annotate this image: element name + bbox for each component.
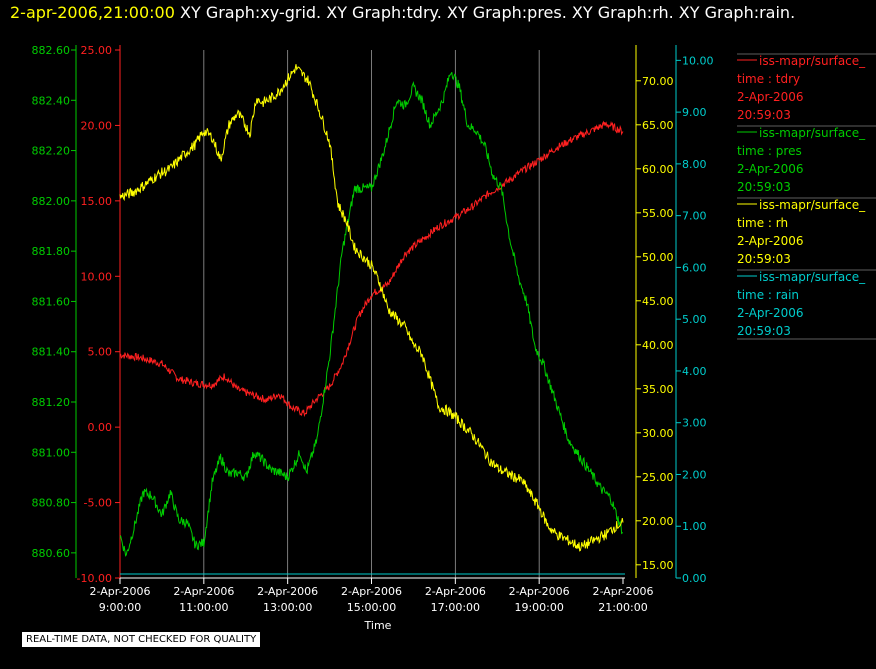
legend-date: 2-Apr-2006 [737, 234, 804, 248]
tick-label-rh: 50.00 [642, 251, 674, 264]
legend-date: 2-Apr-2006 [737, 306, 804, 320]
legend-name: iss-mapr/surface_ [759, 54, 866, 68]
series-line-pres [119, 72, 624, 557]
tick-label-tdry: 0.00 [88, 421, 113, 434]
legend-var: time : tdry [737, 72, 800, 86]
legend-name: iss-mapr/surface_ [759, 198, 866, 212]
tick-label-pres: 880.80 [32, 497, 71, 510]
tick-label-tdry: 10.00 [81, 270, 113, 283]
tick-label-rh: 30.00 [642, 427, 674, 440]
tick-label-pres: 882.60 [32, 44, 71, 57]
window-title: 2-apr-2006,21:00:00 XY Graph:xy-grid. XY… [10, 3, 795, 22]
x-tick-label-date: 2-Apr-2006 [173, 585, 234, 598]
tick-label-rain: 8.00 [682, 158, 707, 171]
tick-label-tdry: 20.00 [81, 119, 113, 132]
tick-label-rain: 6.00 [682, 261, 707, 274]
title-timestamp: 2-apr-2006,21:00:00 [10, 3, 175, 22]
x-tick-label-time: 21:00:00 [598, 601, 647, 614]
legend-time: 20:59:03 [737, 180, 791, 194]
tick-label-rh: 20.00 [642, 515, 674, 528]
legend-var: time : pres [737, 144, 802, 158]
tick-label-rain: 3.00 [682, 417, 707, 430]
tick-label-pres: 882.00 [32, 195, 71, 208]
tick-label-pres: 882.20 [32, 145, 71, 158]
legend-time: 20:59:03 [737, 108, 791, 122]
tick-label-rain: 1.00 [682, 520, 707, 533]
tick-label-rain: 10.00 [682, 54, 714, 67]
legend-var: time : rh [737, 216, 788, 230]
tick-label-rh: 25.00 [642, 471, 674, 484]
tick-label-rh: 60.00 [642, 163, 674, 176]
title-graph-list: XY Graph:xy-grid. XY Graph:tdry. XY Grap… [180, 3, 796, 22]
x-tick-label-time: 17:00:00 [431, 601, 480, 614]
x-axis: 2-Apr-2006 9:00:00 2-Apr-2006 11:00:00 2-Apr… [89, 573, 654, 632]
vertical-grid [203, 50, 540, 578]
legend-name: iss-mapr/surface_ [759, 270, 866, 284]
tick-label-rh: 70.00 [642, 75, 674, 88]
x-axis-title: Time [364, 619, 392, 632]
x-tick-label-time: 13:00:00 [263, 601, 312, 614]
tick-label-pres: 881.20 [32, 396, 71, 409]
tick-label-tdry: 5.00 [88, 346, 113, 359]
legend-time: 20:59:03 [737, 252, 791, 266]
x-tick-label-date: 2-Apr-2006 [592, 585, 653, 598]
tick-label-tdry: 15.00 [81, 195, 113, 208]
x-tick-label-date: 2-Apr-2006 [425, 585, 486, 598]
tick-label-rh: 15.00 [642, 559, 674, 572]
x-tick-label-time: 19:00:00 [514, 601, 563, 614]
tick-label-rh: 35.00 [642, 383, 674, 396]
tick-label-pres: 881.00 [32, 446, 71, 459]
axes: 880.60 880.80 881.00 881.20 881.40 881.60 881.… [32, 44, 714, 585]
x-tick-label-time: 9:00:00 [99, 601, 141, 614]
tick-label-rh: 65.00 [642, 119, 674, 132]
legend-date: 2-Apr-2006 [737, 90, 804, 104]
tick-label-pres: 881.60 [32, 295, 71, 308]
x-tick-label-date: 2-Apr-2006 [341, 585, 402, 598]
legend-date: 2-Apr-2006 [737, 162, 804, 176]
series-line-rh [119, 64, 624, 552]
tick-label-rain: 4.00 [682, 365, 707, 378]
series-line-tdry [119, 120, 624, 418]
legend-var: time : rain [737, 288, 799, 302]
tick-label-rh: 45.00 [642, 295, 674, 308]
tick-label-pres: 880.60 [32, 547, 71, 560]
x-tick-label-time: 15:00:00 [347, 601, 396, 614]
tick-label-tdry: -10.00 [77, 572, 112, 585]
tick-label-tdry: 25.00 [81, 44, 113, 57]
legend-time: 20:59:03 [737, 324, 791, 338]
tick-label-rain: 2.00 [682, 468, 707, 481]
tick-label-rain: 9.00 [682, 106, 707, 119]
tick-label-pres: 881.40 [32, 346, 71, 359]
tick-label-tdry: -5.00 [84, 497, 112, 510]
tick-label-rain: 0.00 [682, 572, 707, 585]
x-tick-label-date: 2-Apr-2006 [89, 585, 150, 598]
tick-label-rh: 55.00 [642, 207, 674, 220]
tick-label-pres: 882.40 [32, 94, 71, 107]
tick-label-pres: 881.80 [32, 245, 71, 258]
tick-label-rain: 5.00 [682, 313, 707, 326]
tick-label-rain: 7.00 [682, 210, 707, 223]
x-tick-label-date: 2-Apr-2006 [257, 585, 318, 598]
x-tick-label-date: 2-Apr-2006 [509, 585, 570, 598]
quality-notice: REAL-TIME DATA, NOT CHECKED FOR QUALITY [22, 632, 261, 647]
legend-name: iss-mapr/surface_ [759, 126, 866, 140]
legend: iss-mapr/surface_time : tdry2-Apr-200620… [737, 53, 876, 340]
x-tick-label-time: 11:00:00 [179, 601, 228, 614]
tick-label-rh: 40.00 [642, 339, 674, 352]
